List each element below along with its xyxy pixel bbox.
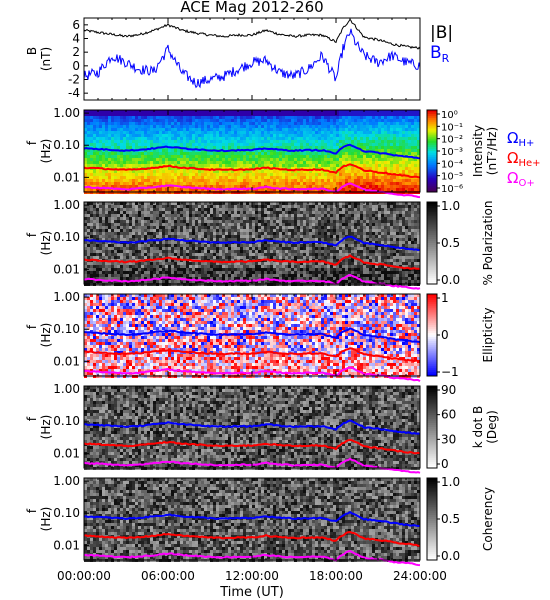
colorbar-coherency: 1.0 0.5 0.0 Coherency	[426, 475, 495, 563]
legend-omega-he: ΩHe+	[507, 149, 541, 169]
series-b-magnitude-line	[83, 18, 421, 50]
colorbar-tick-label: 30	[441, 432, 456, 446]
colorbar-tick-label: 0.5	[441, 512, 460, 526]
gyrofrequency-h-line	[83, 510, 421, 528]
y-tick-label: 1.00	[53, 106, 80, 120]
y-tick-label: 0.10	[53, 138, 80, 152]
panel-ellipticity: f (Hz) 1.00 0.10 0.01 1 0 −1 Ellipticity	[25, 290, 495, 382]
y-axis-label: f	[25, 324, 39, 329]
colorbar-tick-label: 60	[441, 408, 456, 422]
y-tick-label: 1.00	[53, 474, 80, 488]
y-axis-unit: (Hz)	[39, 507, 53, 532]
y-tick-label: 0.10	[53, 230, 80, 244]
y-axis-unit: (nT)	[39, 47, 53, 71]
gyrofrequency-he-line	[83, 438, 421, 455]
colorbar-label: % Polarization	[481, 201, 495, 286]
gyrofrequency-h-line	[83, 235, 421, 252]
colorbar-ellipticity: 1 0 −1 Ellipticity	[426, 291, 495, 379]
colorbar-tick-label: 10⁻⁵	[441, 172, 463, 183]
gyrofrequency-he-line	[83, 530, 421, 547]
colorbar-tick-label: 1.0	[441, 475, 460, 489]
y-tick-label: 1.00	[53, 290, 80, 304]
y-tick-label: 0.10	[53, 506, 80, 520]
y-axis-unit: (Hz)	[39, 231, 53, 256]
colorbar-tick-label: 10⁻⁴	[441, 159, 463, 170]
series-b-r-line	[83, 28, 421, 89]
gyrofrequency-h-line	[83, 143, 421, 160]
colorbar-tick-label: 10⁻¹	[441, 122, 463, 133]
gyrofrequency-he-line	[83, 163, 421, 179]
panel-polarization: f (Hz) 1.00 0.10 0.01 1.0 0.5 0.0 % Polarization	[25, 198, 495, 290]
colorbar-tick-label: 10⁰	[441, 110, 458, 121]
colorbar-tick-label: 10⁻⁶	[441, 184, 463, 195]
panel-coherency: f (Hz) 1.00 0.10 0.01 1.0 0.5 0.0 Coherency	[25, 474, 495, 567]
y-tick-label: 0	[72, 59, 80, 73]
colorbar-polarization: 1.0 0.5 0.0 % Polarization	[426, 199, 495, 287]
colorbar-tick-label: 10⁻²	[441, 135, 463, 146]
colorbar-tick-label: 0.5	[441, 236, 460, 250]
colorbar-kdotb: 90 60 30 0 k dot B (Deg)	[426, 383, 499, 471]
gyrofrequency-he-line	[83, 347, 421, 363]
colorbar-tick-label: 90	[441, 383, 456, 397]
x-tick-label: 06:00:00	[141, 569, 195, 583]
x-tick-label: 00:00:00	[57, 569, 111, 583]
y-axis-unit: (Hz)	[39, 323, 53, 348]
y-tick-label: 0.10	[53, 414, 80, 428]
y-tick-label: -2	[68, 73, 80, 87]
y-axis-unit: (Hz)	[39, 415, 53, 440]
y-tick-label: 1.00	[53, 382, 80, 396]
legend-omega-o: ΩO+	[507, 169, 535, 189]
y-tick-label: 4	[72, 32, 80, 46]
colorbar-tick-label: 0.0	[441, 273, 460, 287]
legend-b-r: BR	[430, 43, 450, 65]
y-tick-label: 0.01	[53, 446, 80, 460]
x-tick-label: 12:00:00	[225, 569, 279, 583]
panel-kdotb: f (Hz) 1.00 0.10 0.01 90 60 30 0 k dot B (Deg)	[25, 382, 499, 474]
colorbar-label: k dot B	[471, 406, 485, 448]
colorbar-tick-label: 1.0	[441, 199, 460, 213]
y-tick-label: 0.10	[53, 322, 80, 336]
y-axis-label: f	[25, 416, 39, 421]
y-axis-label: f	[25, 232, 39, 237]
colorbar-tick-label: 0	[441, 328, 449, 342]
gyrofrequency-h-line	[83, 327, 421, 344]
colorbar-tick-label: 1	[441, 291, 449, 305]
y-axis-label: B	[25, 47, 39, 55]
colorbar-tick-label: −1	[441, 365, 459, 379]
figure-title: ACE Mag 2012-260	[180, 0, 323, 16]
colorbar-unit: (Deg)	[485, 410, 499, 444]
colorbar-tick-label: 10⁻³	[441, 147, 463, 158]
y-tick-label: 0.01	[53, 170, 80, 184]
colorbar-label: Ellipticity	[481, 308, 495, 363]
heatmap-coherency	[84, 478, 420, 562]
x-tick-label: 18:00:00	[309, 569, 363, 583]
y-tick-label: 1.00	[53, 198, 80, 212]
colorbar-label: Coherency	[481, 487, 495, 551]
x-tick-label: 24:00:00	[393, 569, 447, 583]
colorbar-tick-label: 0	[441, 457, 449, 471]
y-tick-label: 0.01	[53, 538, 80, 552]
y-tick-label: -4	[68, 86, 80, 100]
legend-b-magnitude: |B|	[430, 23, 453, 43]
gyrofrequency-he-line	[83, 254, 421, 270]
y-tick-label: 6	[72, 18, 80, 32]
y-tick-label: 2	[72, 45, 80, 59]
colorbar-unit: (nT²/Hz)	[485, 127, 499, 175]
y-axis-unit: (Hz)	[39, 139, 53, 164]
y-axis-label: f	[25, 508, 39, 513]
y-tick-label: 0.01	[53, 354, 80, 368]
y-axis-label: f	[25, 140, 39, 145]
colorbar-label: Intensity	[471, 125, 485, 177]
gyrofrequency-h-line	[84, 419, 421, 435]
legend-omega-h: ΩH+	[507, 129, 534, 149]
x-axis: 00:00:00 06:00:00 12:00:00 18:00:00 24:00:00	[57, 18, 447, 583]
x-axis-label: Time (UT)	[219, 585, 284, 600]
y-tick-label: 0.01	[53, 262, 80, 276]
colorbar-tick-label: 0.0	[441, 549, 460, 563]
